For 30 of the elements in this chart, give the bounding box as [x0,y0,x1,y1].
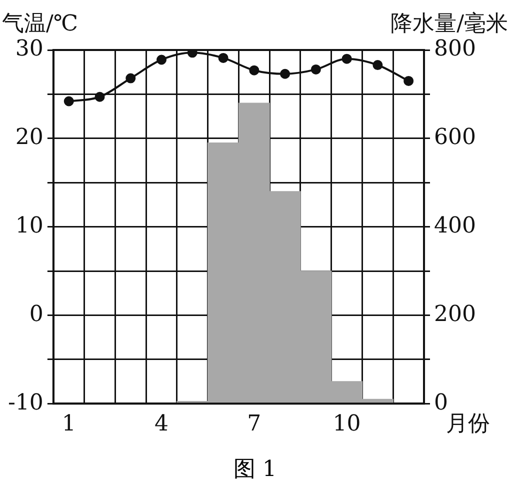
y2-tick-label: 600 [434,125,476,150]
point [218,52,228,63]
point [249,65,260,76]
y-tick-label: 10 [15,214,44,239]
y-tick-label: 0 [29,302,44,327]
point [156,54,167,65]
point [342,54,352,64]
point [372,60,383,70]
x-tick-label: 4 [154,412,169,437]
y-tick-label: -10 [8,390,44,416]
point [404,76,414,86]
point [280,68,290,79]
point [94,92,105,102]
y2-tick-label: 800 [434,36,476,62]
y2-axis-title: 降水量/毫米 [390,12,508,37]
x-tick-label: 1 [62,412,76,437]
point [310,64,321,74]
y2-tick-label: 0 [434,390,448,416]
y2-tick-label: 400 [434,214,476,239]
y-tick-label: 20 [15,125,44,150]
y-tick-label: 30 [15,36,44,62]
point [64,96,74,106]
x-tick-label: 10 [332,412,361,437]
text: 图 1 [232,456,278,484]
y-axis-title: 气温/℃ [2,12,78,37]
point [126,73,136,84]
y2-tick-label: 200 [434,302,476,327]
x-tick-label: 7 [247,412,262,437]
x-axis-title: 月份 [446,411,490,436]
point [187,50,198,58]
